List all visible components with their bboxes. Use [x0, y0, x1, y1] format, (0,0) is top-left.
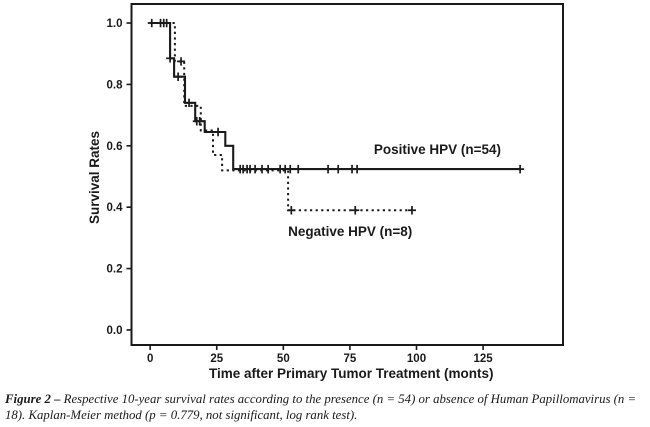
y-axis-tick-label: 0.8	[107, 79, 124, 91]
figure-caption-text: Respective 10-year survival rates accord…	[5, 392, 637, 423]
censor-marks-positive-hpv-n-54	[147, 18, 525, 174]
y-axis-tick-label: 1.0	[107, 18, 123, 30]
figure-caption: Figure 2 – Respective 10-year survival r…	[5, 391, 647, 424]
x-axis-tick-label: 25	[210, 353, 223, 365]
y-axis-tick-label: 0.0	[107, 325, 123, 337]
series-label-negative-hpv-n-8: Negative HPV (n=8)	[288, 224, 412, 239]
x-axis-tick-label: 50	[277, 353, 290, 365]
series-label-positive-hpv-n-54: Positive HPV (n=54)	[374, 142, 501, 157]
x-axis-tick-label: 0	[147, 353, 153, 365]
series-line-negative-hpv-n-8	[150, 22, 412, 212]
y-axis-title: Survival Rates	[87, 131, 102, 224]
y-axis-tick-label: 0.6	[107, 141, 123, 153]
censor-marks-negative-hpv-n-8	[177, 57, 416, 215]
x-axis-tick-label: 75	[344, 353, 357, 365]
km-survival-chart: 0.0 0.2 0.4 0.6 0.8 1.0 0 25 50 75 100 125 Time afte…	[87, 3, 564, 381]
x-axis-tick-label: 125	[473, 353, 493, 365]
plot-area	[130, 3, 564, 346]
y-axis-tick-label: 0.2	[107, 264, 123, 276]
y-axis-tick-label: 0.4	[107, 202, 124, 214]
x-axis-title: Time after Primary Tumor Treatment (mont…	[209, 366, 494, 381]
x-axis-tick-label: 100	[407, 353, 426, 365]
figure-caption-label: Figure 2 –	[5, 392, 61, 406]
